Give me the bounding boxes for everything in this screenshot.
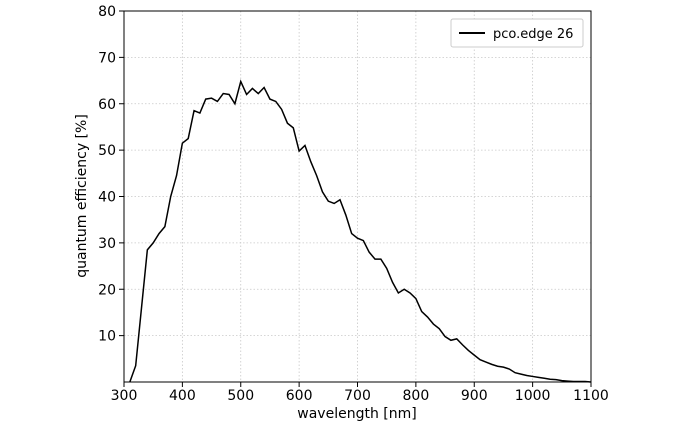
x-axis-label: wavelength [nm]: [297, 406, 416, 422]
x-tick-label: 600: [286, 388, 313, 404]
y-tick-label: 40: [98, 190, 116, 206]
legend-box: [450, 18, 584, 48]
x-tick-label: 300: [111, 388, 138, 404]
y-tick-label: 50: [98, 143, 116, 159]
x-tick-label: 1100: [573, 388, 609, 404]
x-tick-label: 700: [344, 388, 371, 404]
y-tick-label: 20: [98, 282, 116, 298]
y-tick-label: 30: [98, 236, 116, 252]
x-tick-label: 900: [461, 388, 488, 404]
plot-frame: [123, 10, 592, 383]
x-tick-label: 1000: [515, 388, 551, 404]
x-tick-label: 500: [227, 388, 254, 404]
legend-label: pco.edge 26: [493, 27, 573, 42]
y-tick-label: 80: [98, 4, 116, 20]
y-tick-label: 60: [98, 97, 116, 113]
line-series: [129, 79, 592, 383]
x-tick-label: 800: [403, 388, 430, 404]
x-tick-label: 400: [169, 388, 196, 404]
y-tick-label: 10: [98, 329, 116, 345]
y-tick-label: 70: [98, 50, 116, 66]
y-axis-label: quantum efficiency [%]: [74, 114, 90, 278]
